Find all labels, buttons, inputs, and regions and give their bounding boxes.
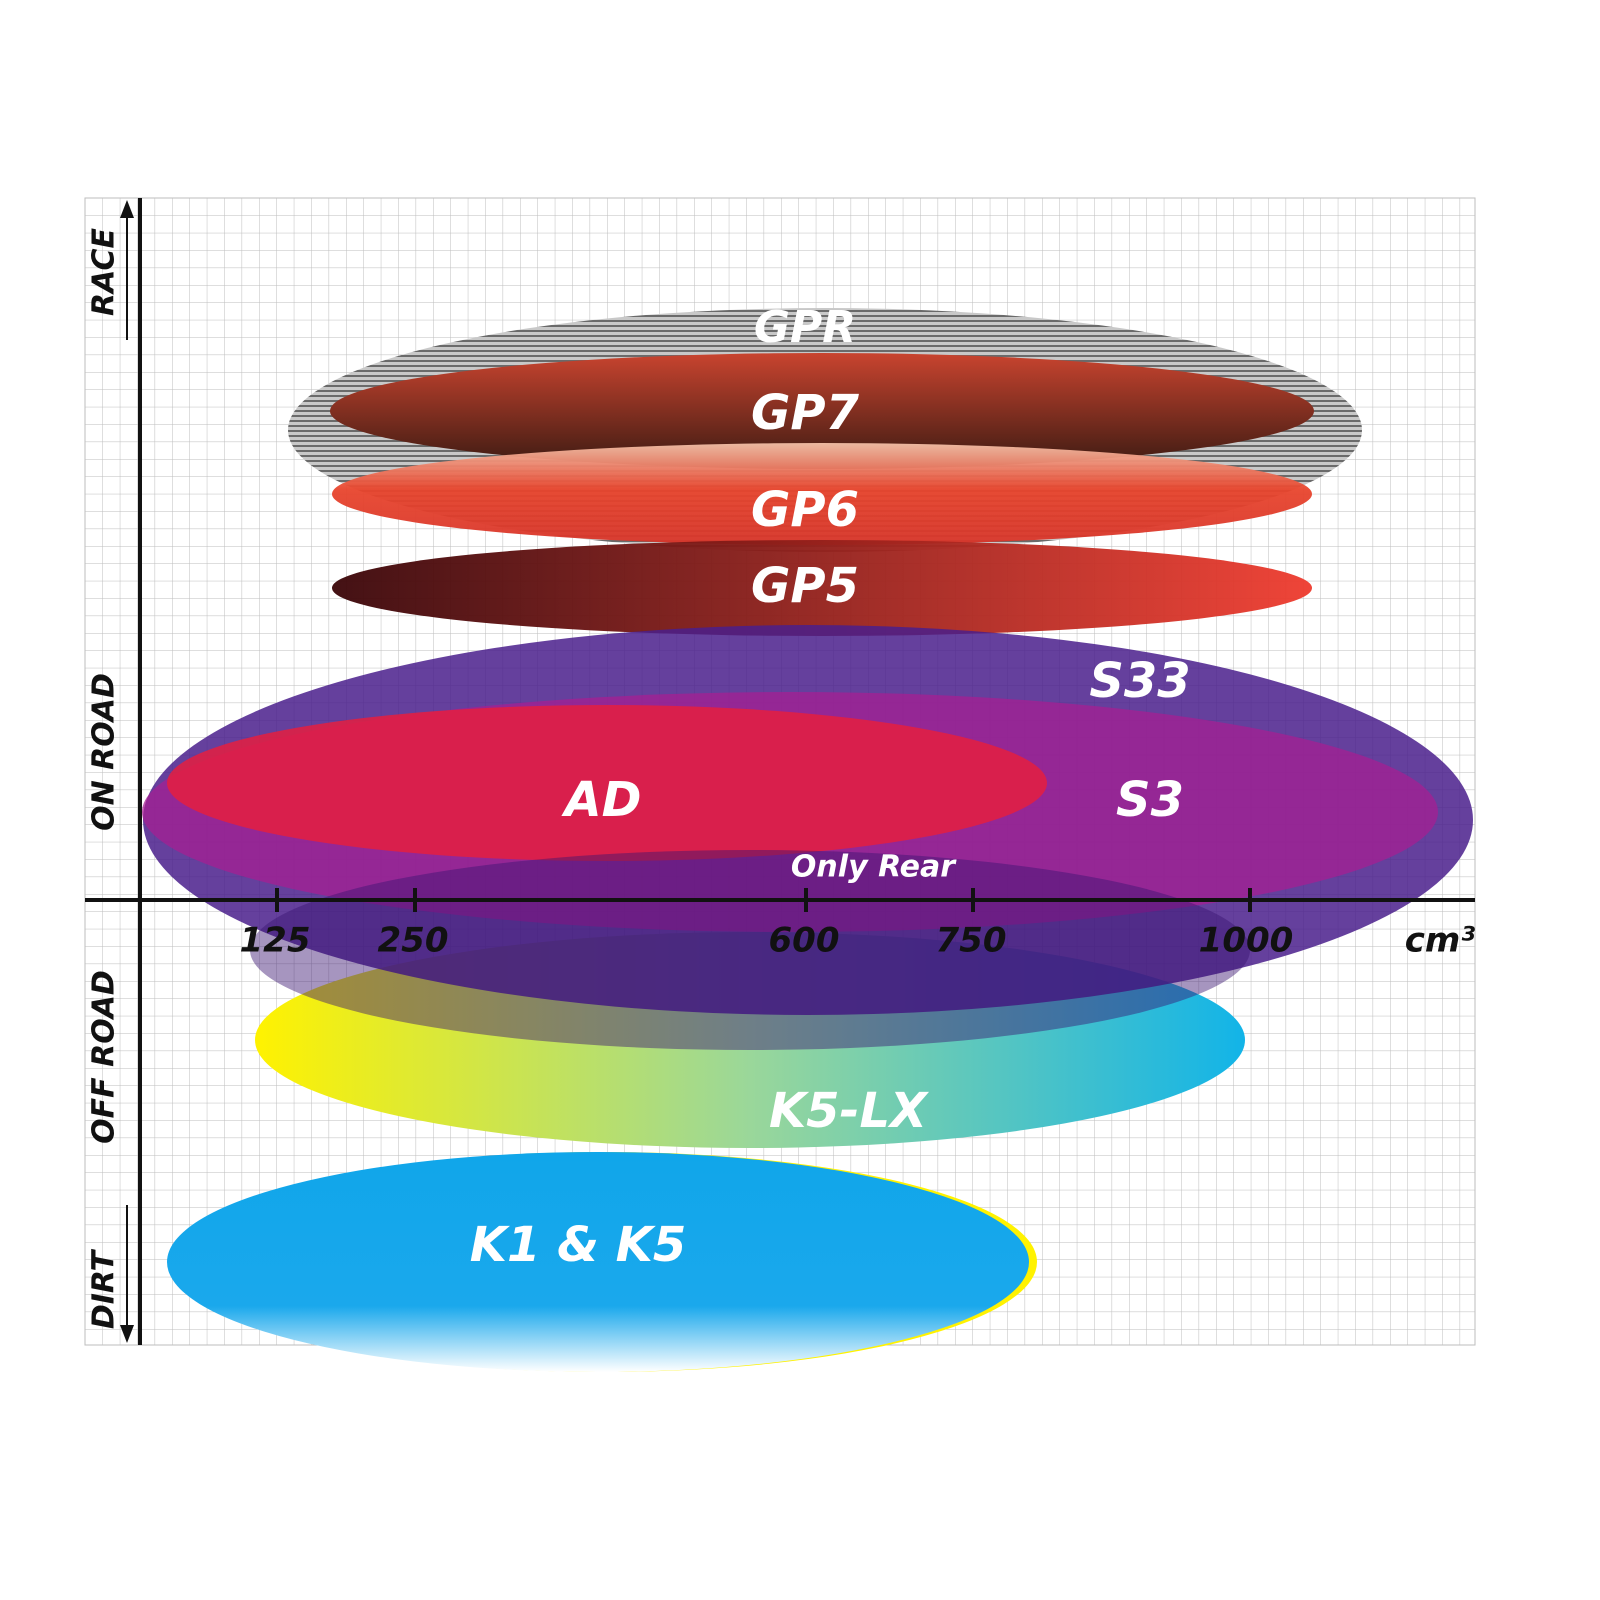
k1-k5-area <box>167 1152 1029 1372</box>
product-label: Only Rear <box>791 850 957 885</box>
ellipses <box>142 308 1473 1372</box>
product-label: S3 <box>1116 772 1184 828</box>
ad-area <box>167 705 1047 861</box>
gp7-area <box>330 353 1314 469</box>
axes <box>85 198 1475 1345</box>
y-label: RACE <box>87 228 122 316</box>
y-label: OFF ROAD <box>87 970 122 1144</box>
x-tick-labels: 125 250 600 750 1000 cm³ <box>240 921 1476 961</box>
x-tick-label: 1000 <box>1199 921 1294 961</box>
gp6-area <box>332 443 1312 545</box>
product-label: AD <box>561 772 642 828</box>
product-label: GP5 <box>751 558 859 614</box>
arrow-head <box>120 200 134 218</box>
product-label: GPR <box>754 302 856 353</box>
product-label: K5-LX <box>769 1083 929 1139</box>
product-labels: GPR GP7 GP6 GP5 S33 AD S3 Only Rear K5-L… <box>470 302 1191 1273</box>
x-tick-label: 750 <box>936 921 1007 961</box>
product-label: S33 <box>1089 653 1190 709</box>
arrow-head <box>120 1325 134 1343</box>
x-tick-label: 250 <box>378 921 449 961</box>
x-tick-label: 125 <box>240 921 311 961</box>
x-unit: cm³ <box>1405 921 1476 961</box>
gp5-area <box>332 540 1312 636</box>
y-label: DIRT <box>87 1248 122 1329</box>
y-labels: RACE ON ROAD OFF ROAD DIRT <box>87 228 122 1330</box>
product-label: GP6 <box>751 482 859 538</box>
product-label: GP7 <box>751 385 860 441</box>
product-label: K1 & K5 <box>470 1217 686 1273</box>
y-label: ON ROAD <box>87 673 122 831</box>
x-tick-label: 600 <box>769 921 840 961</box>
